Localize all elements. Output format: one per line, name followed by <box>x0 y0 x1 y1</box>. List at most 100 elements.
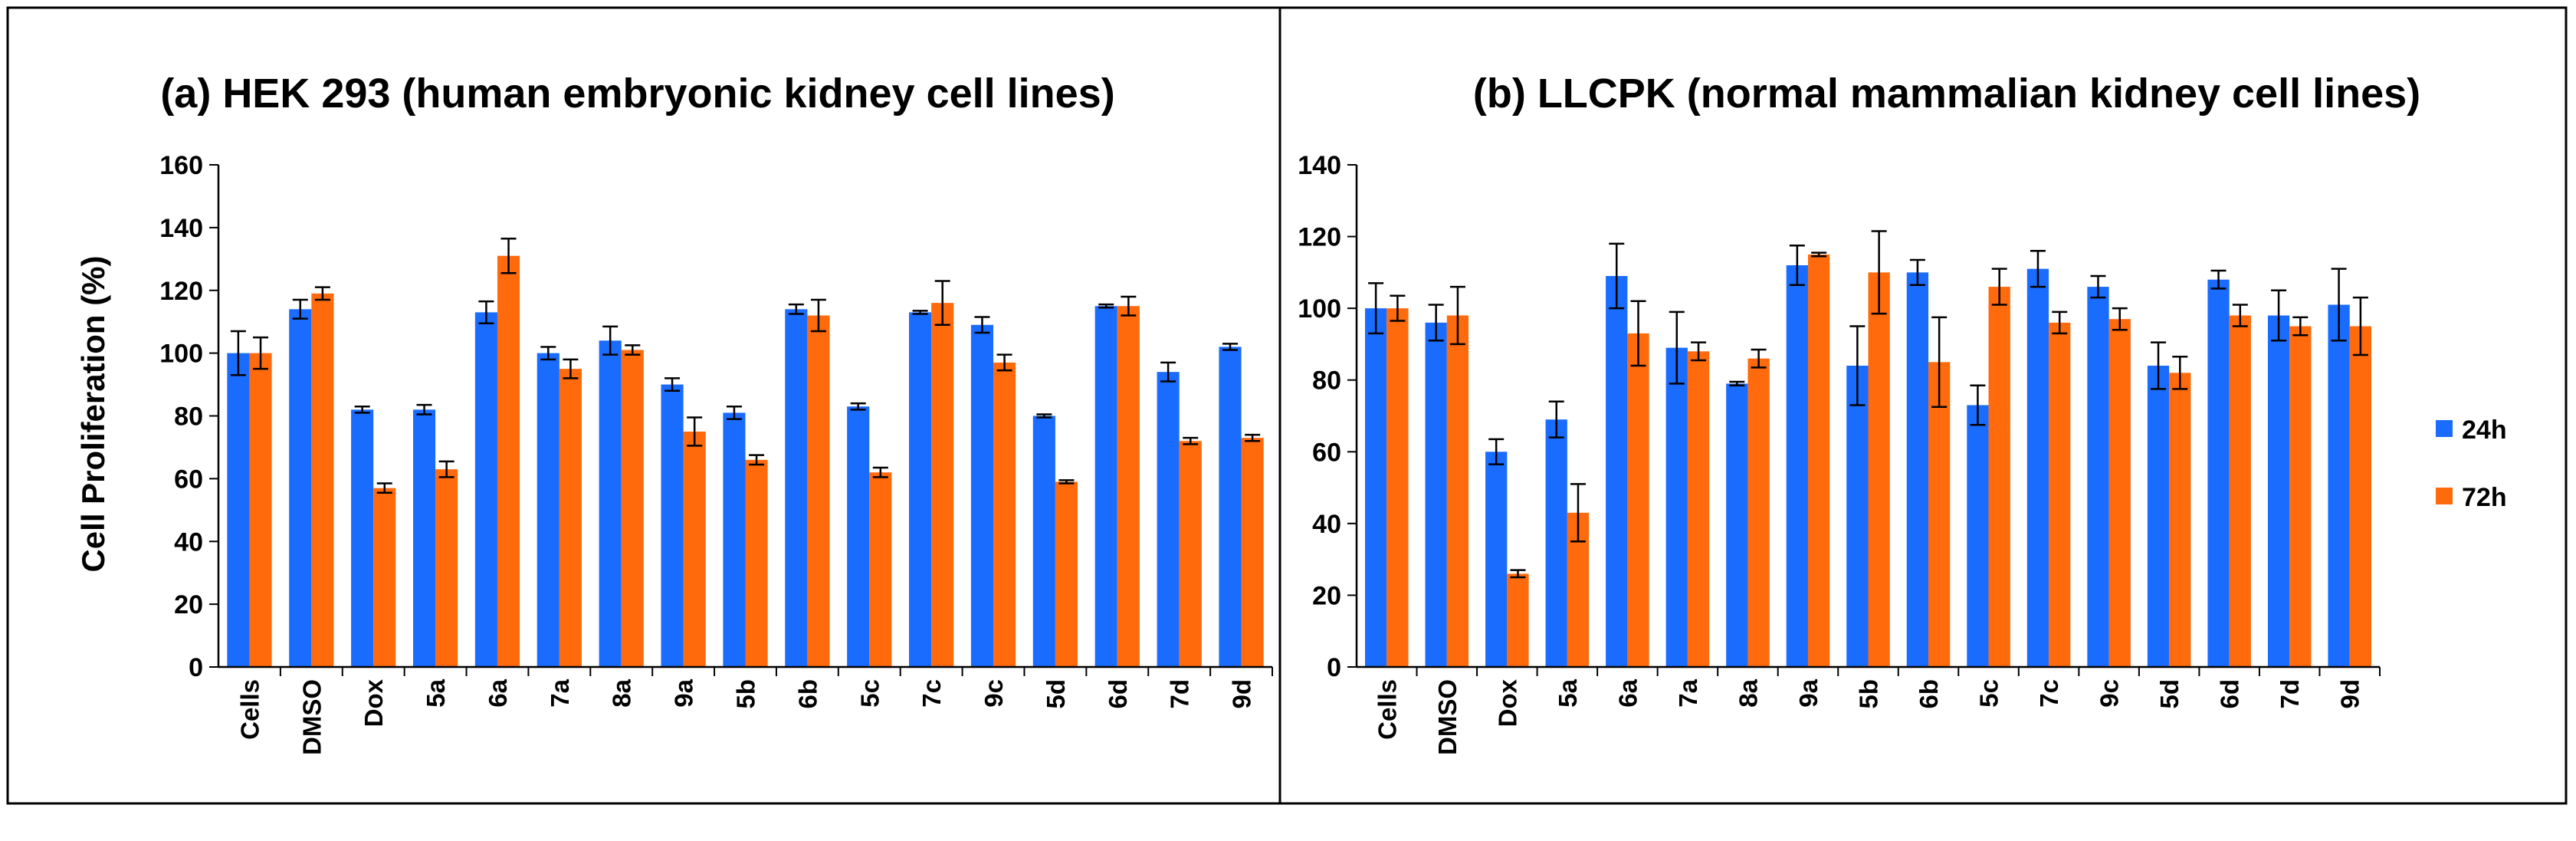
chart-a-xtick-label: 7c <box>917 679 946 708</box>
chart-a-bar-24h-6b <box>785 309 808 667</box>
chart-b-ytick-label: 100 <box>1298 294 1341 324</box>
chart-a-ytick-label: 20 <box>174 590 203 619</box>
chart-b-bar-72h-6b <box>1928 362 1951 667</box>
chart-b-xtick-label: DMSO <box>1433 679 1462 755</box>
chart-b-bar-72h-7d <box>2289 326 2312 667</box>
chart-b-bar-24h-5a <box>1545 419 1567 667</box>
chart-a-bar-24h-7a <box>537 353 560 667</box>
chart-a-ytick-label: 120 <box>159 277 203 306</box>
legend-label-24h: 24h <box>2462 416 2507 445</box>
chart-b-ytick-label: 80 <box>1312 366 1341 396</box>
chart-a-bar-72h-8a <box>621 350 644 667</box>
chart-b-xtick-label: 9a <box>1794 678 1823 707</box>
chart-a-bar-72h-DMSO <box>311 293 334 667</box>
legend-label-72h: 72h <box>2462 483 2507 512</box>
chart-a-bar-24h-6a <box>474 312 497 667</box>
chart-a-bar-24h-9c <box>970 324 994 667</box>
chart-b-bar-24h-9a <box>1786 265 1808 667</box>
chart-a-plot: 0 20 40 60 80 100 120 140 160 Cells DMSO Dox 5a 6a 7a 8… <box>159 151 1273 755</box>
chart-a-xtick-label: 5d <box>1042 679 1070 709</box>
chart-b-bar-72h-6d <box>2229 315 2251 667</box>
chart-b-bar-72h-6a <box>1627 333 1649 667</box>
chart-b-ytick-label: 40 <box>1312 510 1341 539</box>
chart-a-bar-72h-9c <box>993 362 1016 667</box>
chart-a-xtick-label: 9a <box>670 678 698 707</box>
chart-b-bar-24h-7d <box>2267 315 2290 667</box>
chart-b-title: (b) LLCPK (normal mammalian kidney cell … <box>1473 71 2420 117</box>
chart-b-xtick-label: 5b <box>1855 679 1883 709</box>
chart-a-bar-72h-5c <box>869 472 892 667</box>
chart-b-bar-24h-8a <box>1726 383 1748 667</box>
panel-b-frame <box>1278 6 2568 805</box>
chart-a-xtick-label: 5b <box>732 679 760 709</box>
chart-a-bar-72h-9a <box>683 431 706 667</box>
chart-a-xtick-label: DMSO <box>297 679 326 755</box>
chart-b-bar-24h-7c <box>2026 268 2049 667</box>
chart-b-ytick-label: 120 <box>1298 223 1341 252</box>
chart-a-bar-24h-9a <box>661 384 684 667</box>
chart-a-xtick-label: Dox <box>359 678 388 727</box>
chart-b-bar-24h-DMSO <box>1425 322 1447 667</box>
chart-b-xtick-label: Cells <box>1373 679 1401 740</box>
chart-b-xtick-label: 9c <box>2095 679 2124 708</box>
chart-a-bar-24h-7d <box>1157 372 1180 667</box>
chart-b-plot: 0 20 40 60 80 100 120 140 Cells DMSO Dox 5a 6a 7a 8a 9a… <box>1298 151 2381 755</box>
chart-b-ytick-label: 140 <box>1298 151 1341 180</box>
chart-b-bar-24h-6b <box>1906 272 1929 667</box>
chart-a-bar-24h-8a <box>599 340 622 667</box>
chart-b-xtick-label: Dox <box>1493 678 1521 727</box>
chart-a-title: (a) HEK 293 (human embryonic kidney cell… <box>160 71 1114 117</box>
chart-a-xtick-label: 8a <box>608 678 636 707</box>
chart-a-ytick-label: 160 <box>159 151 203 180</box>
chart-a-bar-72h-9d <box>1241 438 1264 667</box>
chart-b-bar-24h-5b <box>1846 366 1869 667</box>
chart-b-ytick-label: 20 <box>1312 581 1341 610</box>
chart-a-bar-72h-Cells <box>249 353 272 667</box>
chart-a-bar-24h-5c <box>847 406 870 667</box>
chart-a-ytick-label: 80 <box>174 402 203 432</box>
chart-b-xtick-label: 5d <box>2155 679 2184 709</box>
chart-b-ytick-label: 60 <box>1312 438 1341 467</box>
chart-b-bar-72h-9c <box>2108 319 2131 667</box>
chart-b-ytick-label: 0 <box>1327 653 1341 682</box>
chart-b-bar-72h-Cells <box>1386 308 1409 667</box>
chart-a-ylabel: Cell Proliferation (%) <box>75 255 111 572</box>
chart-a-bar-24h-9d <box>1219 347 1242 667</box>
chart-b-bar-72h-DMSO <box>1446 315 1469 667</box>
chart-b-bar-72h-8a <box>1747 358 1770 667</box>
chart-a-bar-72h-5d <box>1055 481 1078 667</box>
chart-b-bar-24h-5d <box>2147 366 2170 667</box>
chart-b-bar-24h-9c <box>2087 287 2109 667</box>
chart-b-bar-24h-9d <box>2328 304 2350 667</box>
legend-swatch-72h <box>2436 488 2453 504</box>
chart-b-bar-24h-Dox <box>1485 452 1508 667</box>
chart-a-bar-24h-5d <box>1032 416 1055 667</box>
chart-a-xtick-label: 6b <box>793 679 822 709</box>
chart-a-ytick-label: 140 <box>159 214 203 243</box>
chart-a-bar-24h-7c <box>909 312 932 667</box>
chart-a-xtick-label: 7d <box>1166 679 1194 709</box>
chart-b-xtick-label: 7c <box>2035 679 2063 708</box>
chart-b-xtick-label: 6b <box>1915 679 1943 709</box>
chart-a-bar-72h-6a <box>497 255 520 667</box>
chart-a-bar-72h-7a <box>559 369 582 667</box>
chart-a-xtick-label: 9c <box>980 679 1008 708</box>
chart-a-ytick-label: 40 <box>174 527 203 557</box>
chart-a-xtick-label: 7a <box>546 678 574 707</box>
chart-b-xtick-label: 7d <box>2276 679 2304 709</box>
legend-swatch-24h <box>2436 420 2453 437</box>
chart-b-xtick-label: 5c <box>1975 679 2003 708</box>
chart-b-bar-72h-7c <box>2049 322 2071 667</box>
chart-a-bar-24h-6d <box>1094 306 1117 667</box>
chart-b-xtick-label: 8a <box>1734 678 1762 707</box>
chart-a-ytick-label: 60 <box>174 465 203 494</box>
chart-a-bar-72h-7d <box>1179 441 1202 667</box>
chart-b-bar-24h-6d <box>2207 279 2230 667</box>
chart-a-bar-72h-6b <box>807 315 830 667</box>
chart-b-xtick-label: 6a <box>1613 678 1642 707</box>
chart-b-bar-72h-9a <box>1807 254 1830 667</box>
chart-a-xtick-label: 6a <box>484 678 512 707</box>
chart-b-bar-72h-5c <box>1988 287 2010 667</box>
chart-b-bar-24h-Cells <box>1364 308 1387 667</box>
